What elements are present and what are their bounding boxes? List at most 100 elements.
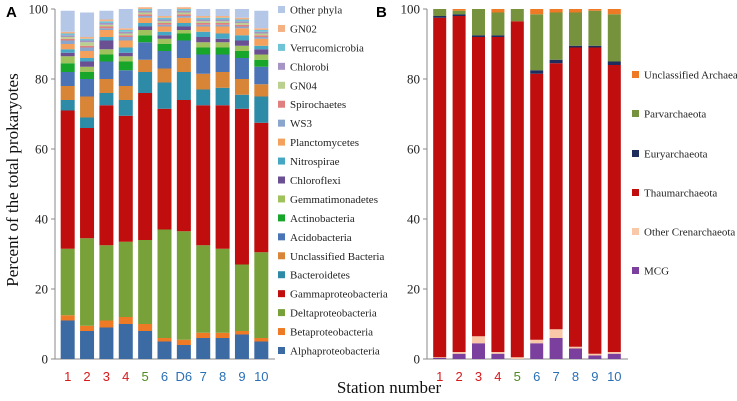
panel-a-legend-swatch-gn02 [278,24,285,32]
panel-a-bar-segment-acidobacteria [80,79,95,97]
panel-a-bar-segment-gn02 [176,7,191,9]
panel-a-legend-swatch-unclassified-bacteria [278,252,285,260]
panel-a-y-tick-label: 60 [35,142,48,157]
panel-a-bar-segment-betaproteobacteria [215,332,230,338]
panel-a-bar-segment-chlorobi [80,40,95,43]
panel-a-bar-segment-gn02 [118,28,133,30]
panel-a-bar-segment-bacteroidetes [234,94,249,109]
panel-a-bar-segment-verrucomicrobia [60,33,75,36]
panel-a-bar-segment-gn02 [196,16,211,18]
panel-b-legend-swatch-parvarchaeota [632,110,639,117]
panel-a-bar-segment-gemmatimonadetes [176,30,191,34]
panel-a-bar-segment-chlorobi [234,21,249,23]
panel-a-bar-segment-gammaproteobacteria [80,128,95,239]
panel-b-bar-segment-mcg [452,353,466,359]
panel-a-legend-swatch-gammaproteobacteria [278,290,285,298]
panel-b-bar-segment-unclassified-archaea [491,9,505,13]
panel-a-bar-segment-actinobacteria [234,51,249,58]
panel-b-station-label: 5 [514,369,521,384]
panel-a-bar-segment-acidobacteria [176,40,191,58]
panel-a-bar-segment-deltaproteobacteria [234,264,249,331]
panel-b-station-label: 7 [552,369,559,384]
panel-a-bar-segment-deltaproteobacteria [254,252,269,338]
panel-a-bar-segment-other-phyla [99,10,114,20]
panel-a-bar-segment-ws3 [118,37,133,41]
panel-a-bar-segment-alphaproteobacteria [138,331,153,359]
panel-b-bar-segment-mcg [607,353,621,359]
panel-a-bar-segment-acidobacteria [157,51,172,69]
panel-a-bar-segment-planctomycetes [60,44,75,50]
panel-a-bar-segment-planctomycetes [196,26,211,32]
panel-a-bar-segment-gammaproteobacteria [99,105,114,246]
panel-a-bar-segment-chlorobi [254,31,269,34]
panel-a-bar-segment-betaproteobacteria [157,338,172,342]
panel-b-bar-segment-thaumarchaeota [491,37,505,352]
panel-a-bar-segment-planctomycetes [118,40,133,48]
panel-a-bar-segment-unclassified-bacteria [60,86,75,100]
panel-a-bar-segment-betaproteobacteria [99,320,114,328]
panel-a-bar-segment-deltaproteobacteria [157,229,172,338]
panel-a-station-label: 2 [83,369,90,384]
panel-a-station-label: 7 [200,369,207,384]
panel-a-bar-segment-planctomycetes [138,17,153,23]
panel-a-legend-swatch-deltaproteobacteria [278,309,285,317]
panel-a-legend-swatch-gemmatimonadetes [278,195,285,203]
panel-b-legend-swatch-euryarchaeota [632,150,639,157]
panel-a-legend-label-chloroflexi: Chloroflexi [290,175,341,187]
panel-b-bar-segment-euryarchaeota [491,35,505,37]
panel-a-bar-segment-alphaproteobacteria [215,338,230,359]
panel-a-bar-segment-chloroflexi [118,52,133,57]
panel-a-legend-swatch-verrucomicrobia [278,43,285,51]
panel-a-bar-segment-spirochaetes [99,26,114,29]
panel-a-bar-segment-gammaproteobacteria [138,93,153,240]
panel-b-bar-segment-euryarchaeota [607,61,621,65]
panel-b-bar-segment-parvarchaeota [491,12,505,36]
panel-a-bar-segment-acidobacteria [196,54,211,74]
panel-a-bar-segment-chloroflexi [234,40,249,46]
panel-a-bar-segment-gn04 [118,33,133,36]
panel-a-bar-segment-verrucomicrobia [138,9,153,11]
panel-a-bar-segment-gn04 [215,21,230,23]
panel-a-bar-segment-planctomycetes [80,51,95,58]
panel-a-legend-swatch-gn04 [278,81,285,89]
panel-a-bar-segment-bacteroidetes [215,87,230,106]
panel-a-bar-segment-deltaproteobacteria [196,245,211,333]
panel-a-bar-segment-other-phyla [234,9,249,18]
panel-a-bar-segment-chlorobi [118,31,133,34]
panel-a-bar-segment-planctomycetes [99,30,114,37]
panel-a-bar-segment-ws3 [138,16,153,18]
panel-b-bar-segment-parvarchaeota [530,14,544,71]
panel-b-bar-segment-thaumarchaeota [452,16,466,352]
panel-a-legend-swatch-alphaproteobacteria [278,347,285,354]
panel-a-bar-segment-chloroflexi [254,49,269,55]
panel-a-bar-segment-spirochaetes [215,23,230,25]
panel-a-bar-segment-actinobacteria [99,54,114,62]
panel-b-legend-swatch-unclassified-archaea [632,71,639,78]
panel-a-legend-swatch-acidobacteria [278,233,285,241]
panel-a-bar-segment-gn04 [138,12,153,15]
panel-a-bar-segment-gemmatimonadetes [118,56,133,62]
panel-a-bar-segment-chlorobi [157,19,172,22]
panel-a-bar-segment-ws3 [157,24,172,27]
panel-a-bar-segment-acidobacteria [60,72,75,86]
panel-a-bar-segment-other-phyla [215,9,230,16]
panel-a-bar-segment-alphaproteobacteria [254,341,269,359]
panel-a-legend-label-gemmatimonadetes: Gemmatimonadetes [290,194,378,206]
panel-a-bar-segment-deltaproteobacteria [118,241,133,317]
panel-a-bar-segment-betaproteobacteria [254,338,269,342]
panel-a-bar-segment-chlorobi [215,19,230,22]
panel-b-legend-label-mcg: MCG [644,266,669,278]
panel-a-bar-segment-ws3 [254,37,269,39]
panel-a-bar-segment-actinobacteria [60,63,75,72]
panel-a-legend-label-gn04: GN04 [290,80,317,92]
panel-a-bar-segment-gammaproteobacteria [234,108,249,265]
panel-a-bar-segment-gn04 [99,24,114,27]
panel-a-legend-label-bacteroidetes: Bacteroidetes [290,270,350,282]
panel-b: 0 20 40 60 80 100 1 2 3 4 5 6 7 8 9 10 Unclassified Arch… [401,2,737,385]
panel-a-bar-segment-planctomycetes [234,28,249,36]
panel-a-bar-segment-ws3 [99,28,114,30]
panel-a-bar-segment-ws3 [196,24,211,27]
panel-b-y-tick-label: 20 [407,282,420,297]
panel-a-bar-segment-other-phyla [196,9,211,16]
panel-a-bar-segment-planctomycetes [254,38,269,46]
